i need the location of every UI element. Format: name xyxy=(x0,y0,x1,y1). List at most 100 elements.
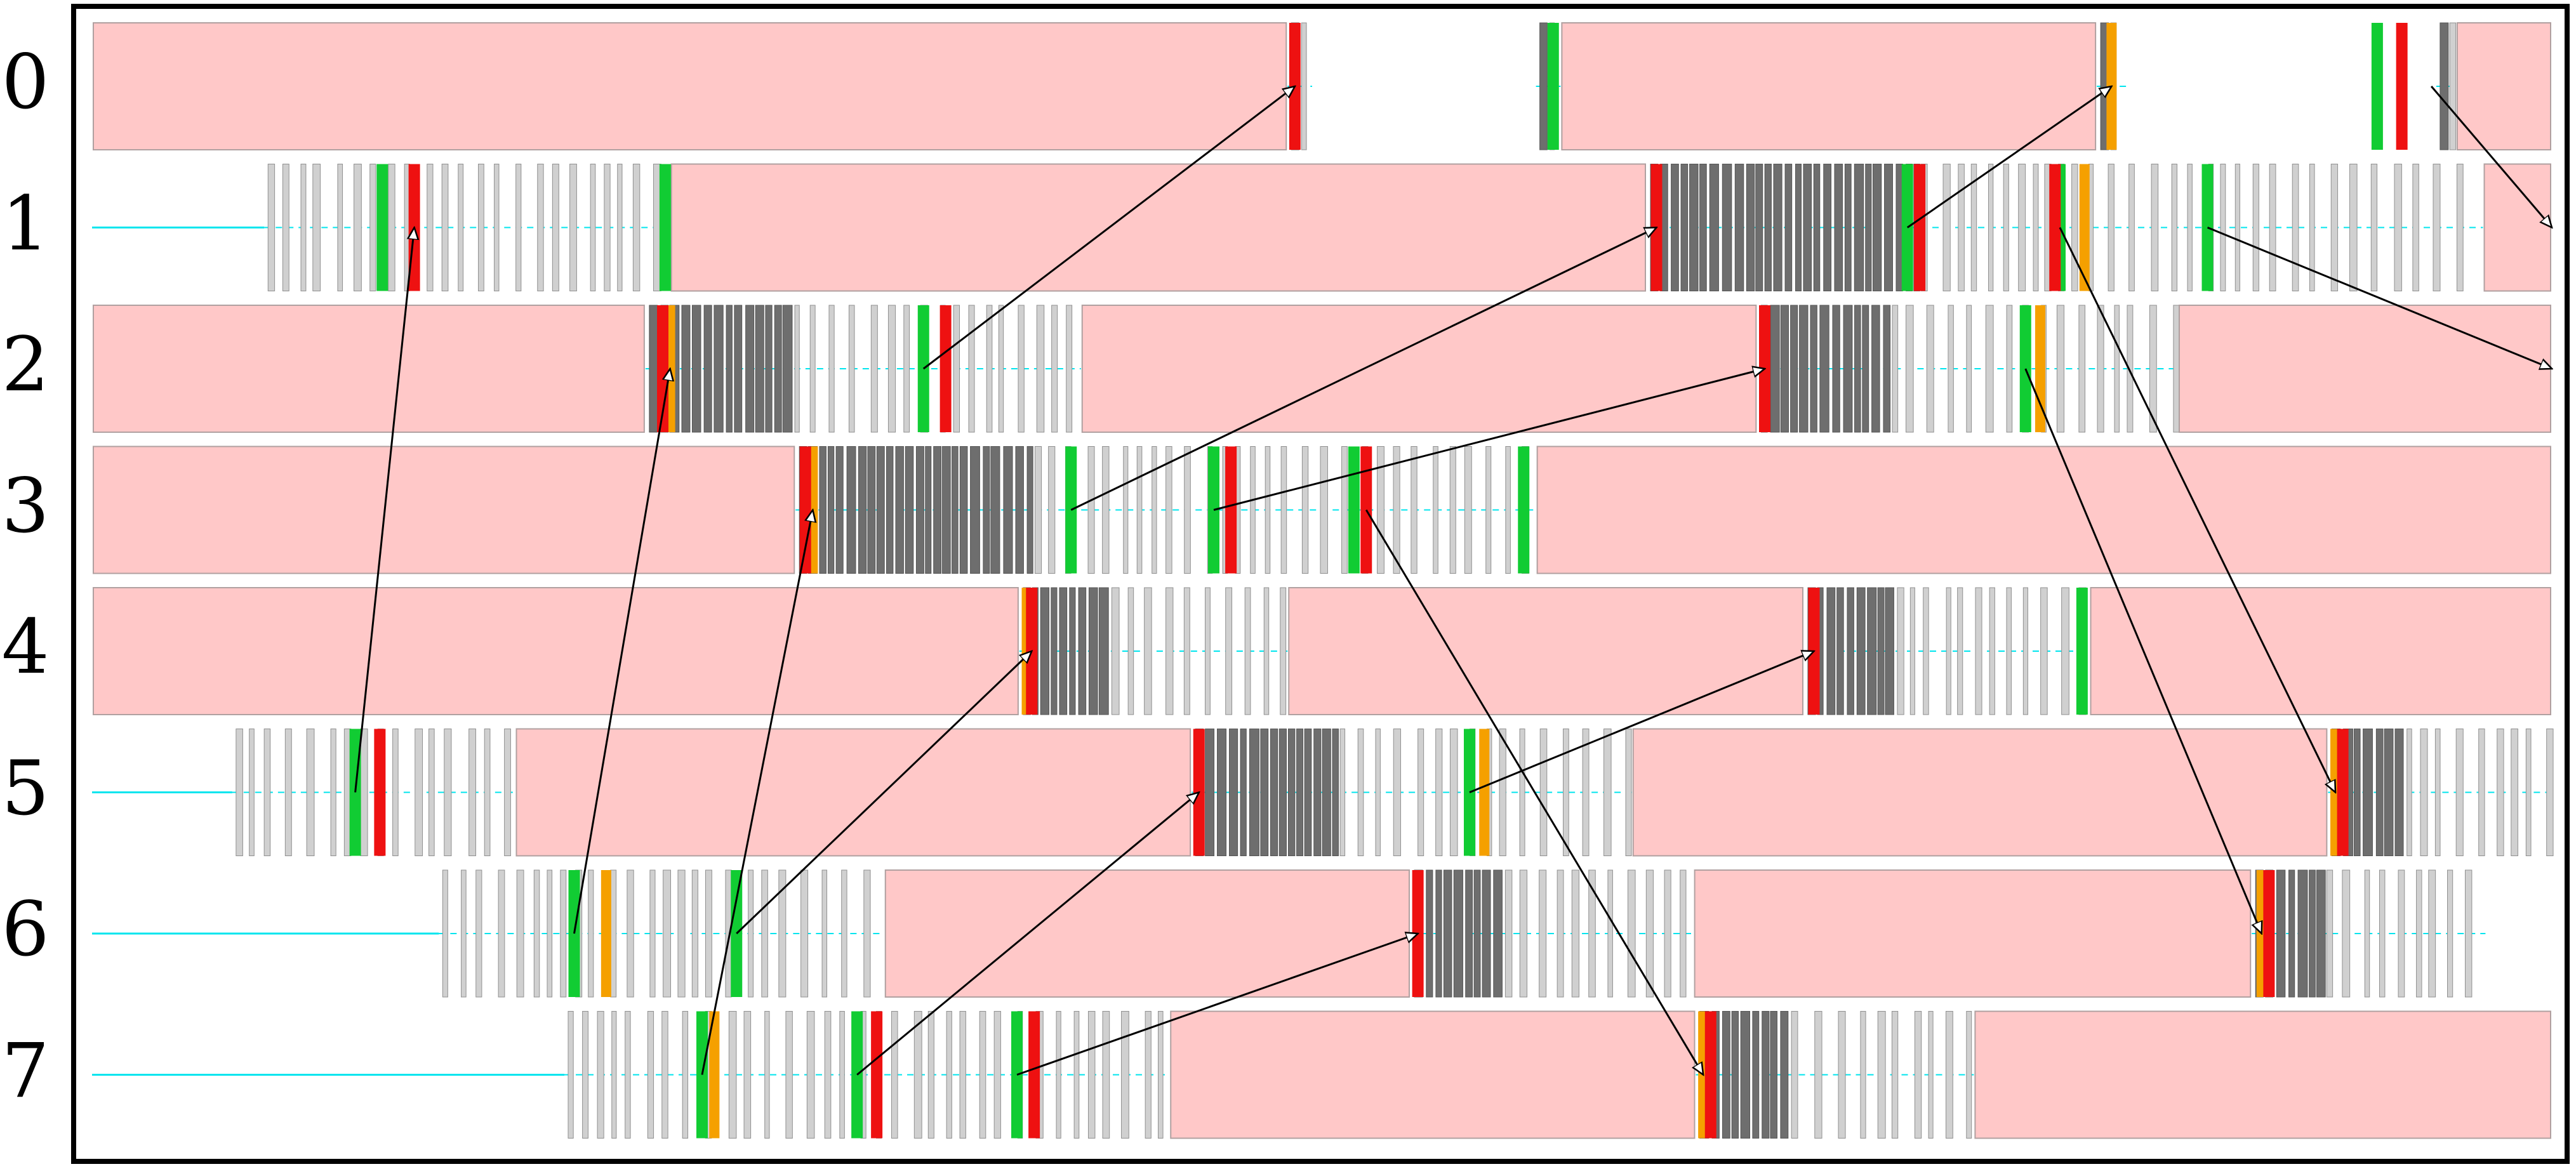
task-bar xyxy=(1165,587,1174,715)
task-bar xyxy=(494,164,500,291)
task-bar xyxy=(748,869,754,998)
idle-block xyxy=(93,446,795,574)
task-bar xyxy=(428,729,435,856)
task-bar xyxy=(2511,729,2518,856)
busy-task-bar xyxy=(1539,22,1548,150)
task-bar xyxy=(2398,869,2405,998)
task-bar xyxy=(1417,729,1424,856)
task-bar xyxy=(1664,869,1671,998)
green-marker xyxy=(659,164,671,291)
busy-task-bar xyxy=(1443,869,1452,998)
task-bar xyxy=(1928,1011,1934,1139)
task-bar xyxy=(1087,446,1095,574)
task-bar xyxy=(1056,1011,1061,1139)
task-bar xyxy=(2006,305,2013,433)
busy-task-bar xyxy=(1426,869,1433,998)
busy-task-bar xyxy=(970,446,980,574)
task-bar xyxy=(1184,446,1191,574)
task-bar xyxy=(547,869,553,998)
busy-task-bar xyxy=(895,446,904,574)
task-bar xyxy=(663,869,671,998)
task-bar xyxy=(2326,869,2334,998)
busy-task-bar xyxy=(1322,729,1331,856)
busy-task-bar xyxy=(745,305,755,433)
busy-task-bar xyxy=(2440,22,2449,150)
message-arrow xyxy=(701,510,813,1075)
busy-task-bar xyxy=(1885,587,1894,715)
task-bar xyxy=(1891,1011,1899,1139)
busy-task-bar xyxy=(1826,587,1836,715)
idle-block xyxy=(93,305,645,433)
task-bar xyxy=(354,164,362,291)
task-bar xyxy=(800,869,809,998)
task-bar xyxy=(986,305,993,433)
task-bar xyxy=(2433,164,2441,291)
busy-task-bar xyxy=(714,305,724,433)
busy-task-bar xyxy=(1270,729,1278,856)
task-bar xyxy=(369,164,376,291)
task-bar xyxy=(282,164,289,291)
row-label: 2 xyxy=(1,320,50,408)
orange-marker xyxy=(601,870,611,997)
task-bar xyxy=(1301,446,1309,574)
busy-task-bar xyxy=(1287,729,1296,856)
task-bar xyxy=(1393,446,1400,574)
task-bar xyxy=(2525,729,2532,856)
task-bar xyxy=(1923,587,1929,715)
task-bar xyxy=(1957,587,1963,715)
idle-block xyxy=(1081,305,1757,433)
idle-block xyxy=(2090,587,2551,715)
task-bar xyxy=(1627,869,1636,998)
task-bar xyxy=(588,869,594,998)
task-bar xyxy=(794,305,800,433)
task-bar xyxy=(441,164,449,291)
task-bar xyxy=(2173,305,2180,433)
busy-task-bar xyxy=(1854,305,1861,433)
idle-block xyxy=(93,22,1287,150)
task-bar xyxy=(979,1011,986,1139)
busy-task-bar xyxy=(1260,729,1269,856)
task-bar xyxy=(848,305,855,433)
task-bar xyxy=(1377,446,1384,574)
busy-task-bar xyxy=(1059,587,1068,715)
message-arrow xyxy=(1469,651,1814,793)
task-bar xyxy=(249,729,255,856)
task-bar xyxy=(2412,164,2419,291)
task-bar xyxy=(2252,164,2259,291)
task-bar xyxy=(2187,164,2193,291)
task-bar xyxy=(516,869,524,998)
busy-task-bar xyxy=(933,446,941,574)
busy-task-bar xyxy=(1088,587,1098,715)
busy-task-bar xyxy=(1304,729,1312,856)
task-bar xyxy=(2220,164,2226,291)
task-bar xyxy=(677,869,686,998)
busy-task-bar xyxy=(2288,869,2295,998)
busy-task-bar xyxy=(755,305,764,433)
task-bar xyxy=(1449,729,1458,856)
idle-block xyxy=(1561,22,2097,150)
task-bar xyxy=(2003,164,2009,291)
message-arrow xyxy=(1070,227,1656,511)
task-bar xyxy=(2040,587,2048,715)
busy-task-bar xyxy=(959,446,968,574)
task-bar xyxy=(839,1011,845,1139)
busy-task-bar xyxy=(1871,305,1880,433)
busy-task-bar xyxy=(1823,164,1831,291)
busy-task-bar xyxy=(876,446,885,574)
task-bar xyxy=(953,305,960,433)
task-bar xyxy=(821,869,828,998)
task-bar xyxy=(705,869,712,998)
busy-task-bar xyxy=(1015,446,1024,574)
task-bar xyxy=(2370,164,2378,291)
busy-task-bar xyxy=(1755,164,1763,291)
busy-task-bar xyxy=(1229,729,1238,856)
task-bar xyxy=(1958,164,1965,291)
busy-task-bar xyxy=(1795,164,1802,291)
task-bar xyxy=(2171,164,2178,291)
busy-task-bar xyxy=(649,305,658,433)
task-bar xyxy=(1034,446,1042,574)
busy-task-bar xyxy=(1003,446,1013,574)
task-bar xyxy=(504,729,511,856)
busy-task-bar xyxy=(835,446,844,574)
task-bar xyxy=(569,164,577,291)
